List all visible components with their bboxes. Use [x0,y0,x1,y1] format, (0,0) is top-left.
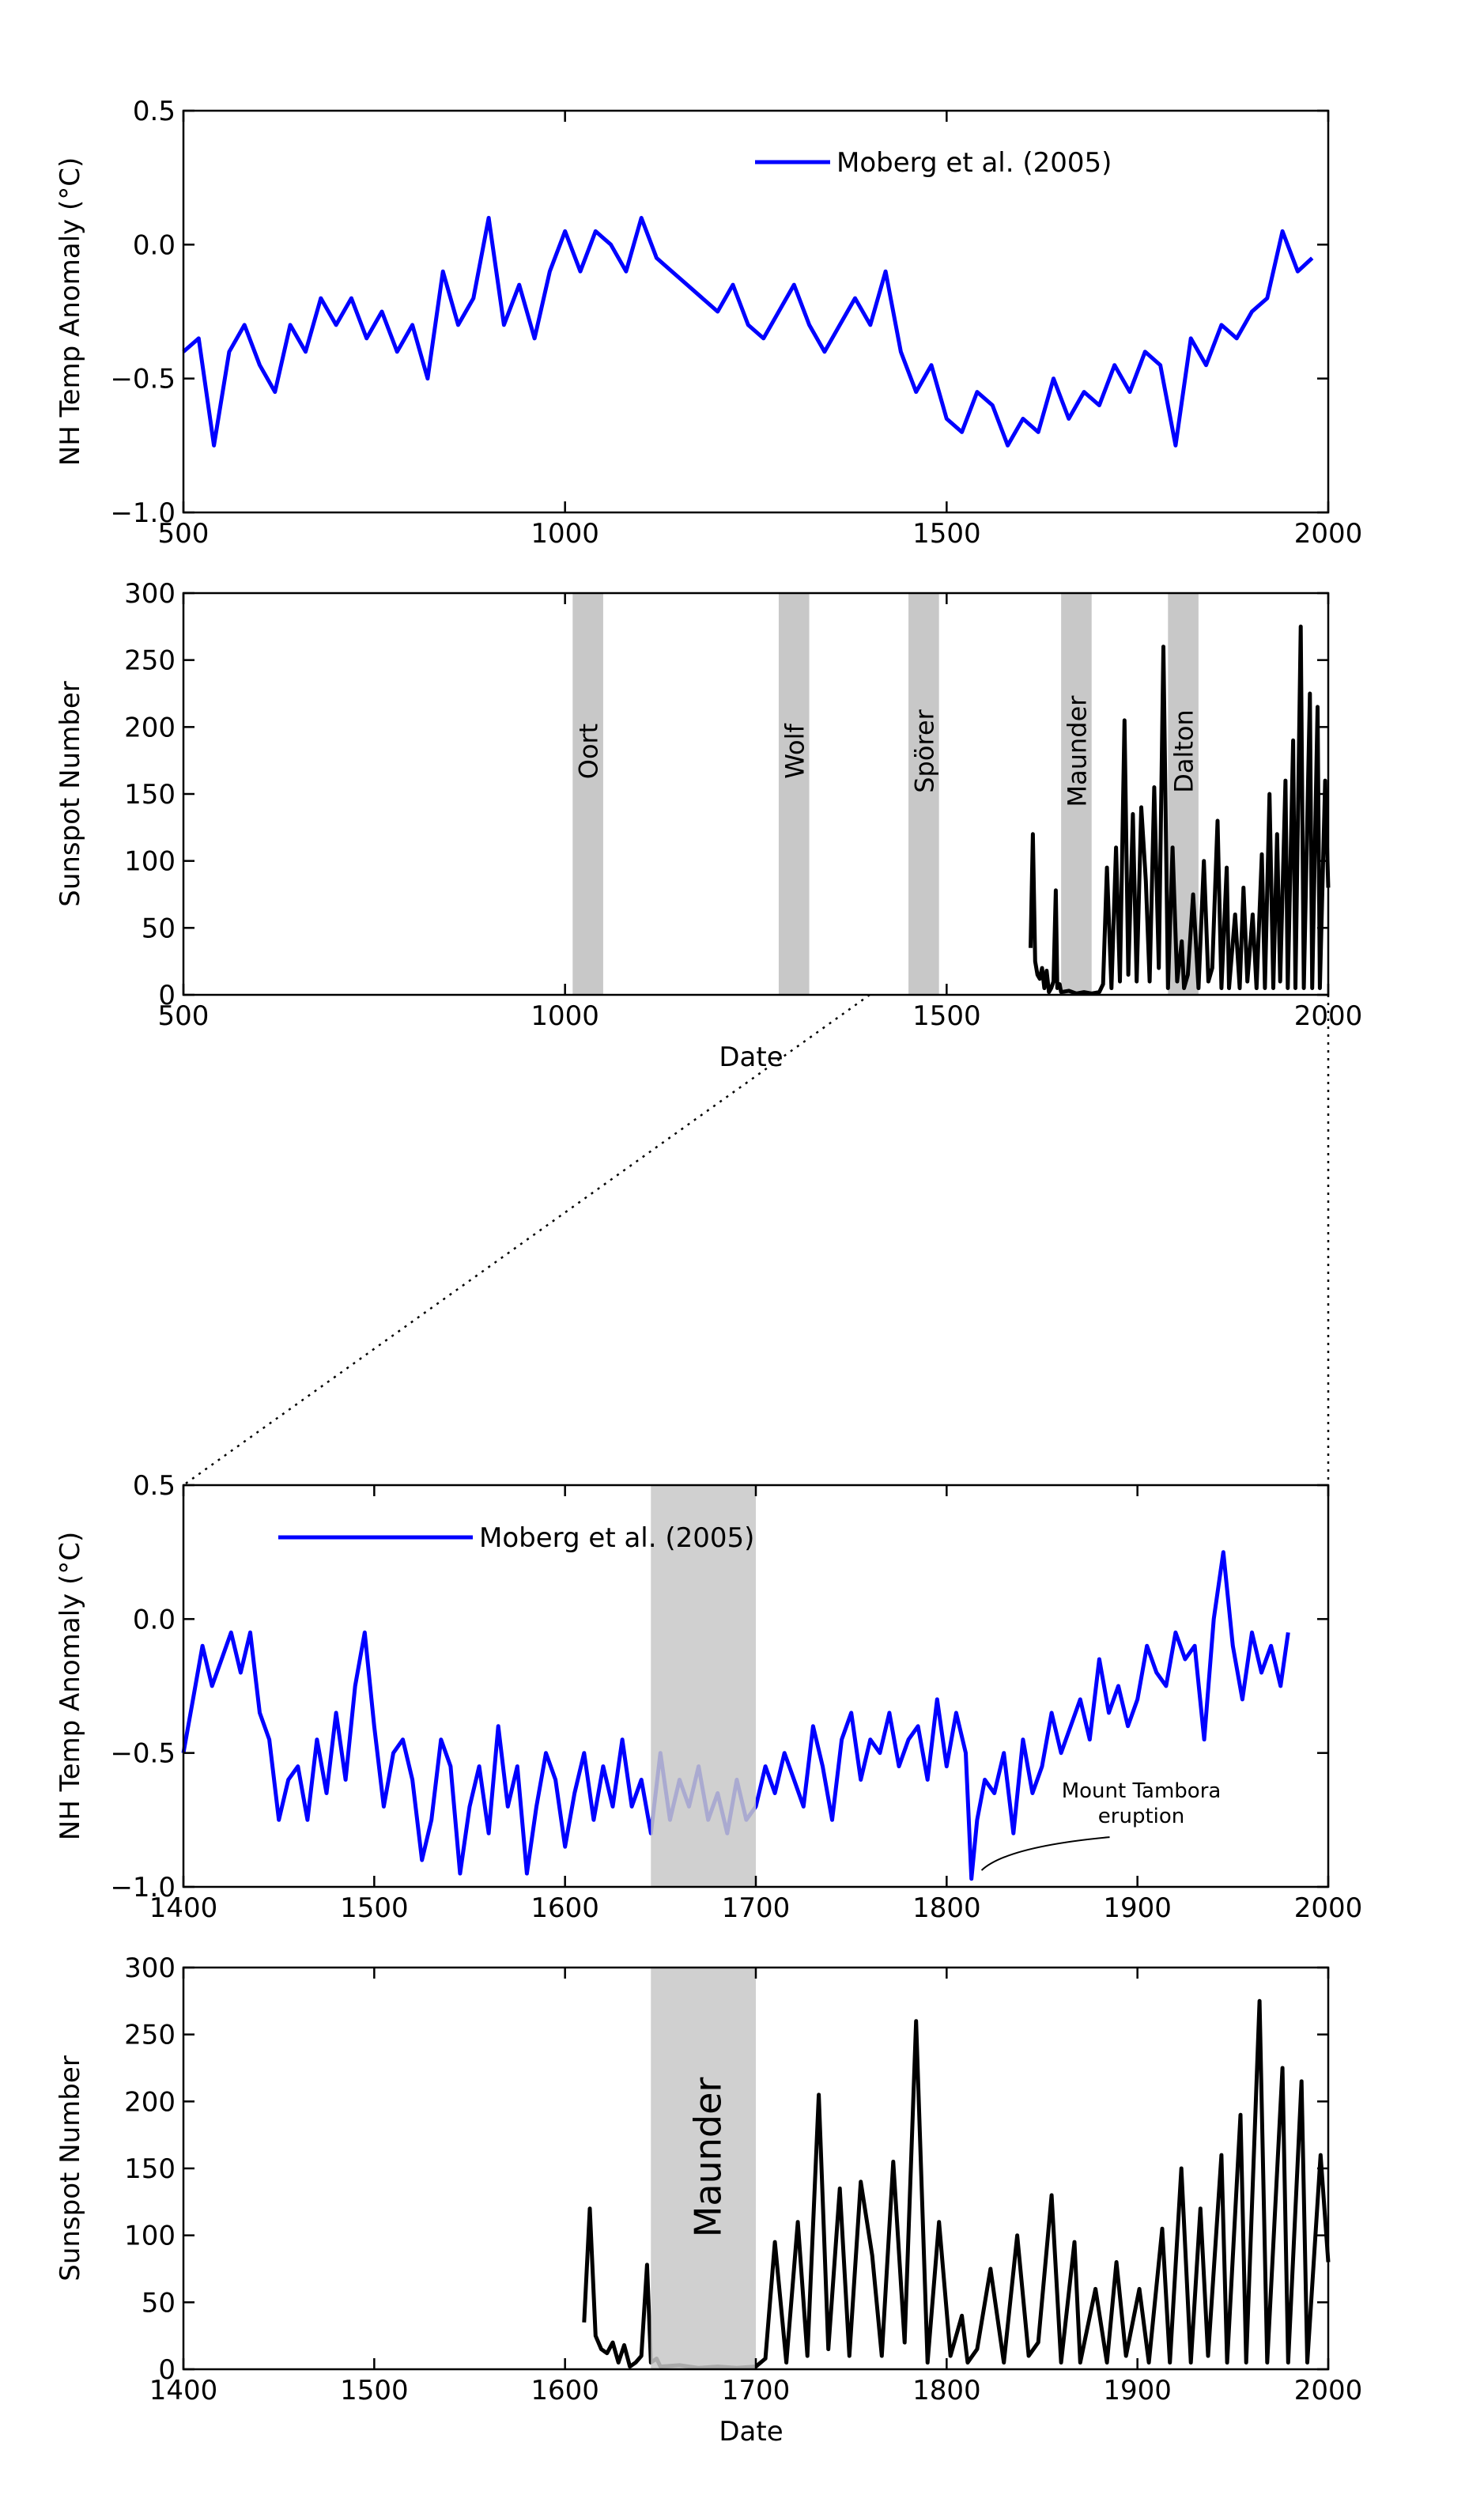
y-axis-label: NH Temp Anomaly (°C) [55,1532,86,1840]
y-tick-label: 50 [142,2287,176,2319]
minimum-band [778,593,810,995]
y-tick-label: 0 [158,980,176,1011]
x-tick-label: 1000 [531,1000,599,1032]
y-tick-label: 100 [124,2221,176,2252]
y-tick-label: 0.0 [133,229,176,261]
y-tick-label: 150 [124,779,176,811]
y-tick-label: 50 [142,913,176,944]
x-tick-label: 500 [158,1000,210,1032]
x-tick-label: 1500 [912,1000,981,1032]
x-axis-label: Date [719,1041,783,1073]
panel-bottom-sunspot: Maunder 1400 1500 1600 1700 1800 1900 2000 0 50 1… [55,1953,1362,2448]
minimum-band [1061,593,1092,995]
x-tick-label: 2000 [1294,1000,1363,1032]
panel-top-temp: 500 1000 1500 2000 −1.0 −0.5 0.0 0.5 NH Temp An… [55,96,1362,550]
minimum-band [572,593,603,995]
annotation-text: eruption [1098,1805,1184,1828]
y-tick-label: 300 [124,578,176,610]
y-tick-label: −0.5 [110,364,176,395]
x-tick-label: 1900 [1103,2375,1172,2406]
legend-label: Moberg et al. (2005) [836,147,1112,179]
x-tick-label: 1500 [340,1892,409,1924]
y-tick-label: 0.5 [133,1470,176,1502]
y-tick-label: 0.5 [133,96,176,127]
minimum-label: Oort [574,724,604,779]
annotation-text: Mount Tambora [1062,1779,1222,1803]
x-axis-label: Date [719,2416,783,2448]
highlight-band [651,1968,756,2369]
y-tick-label: 100 [124,846,176,878]
y-tick-label: 200 [124,2086,176,2118]
data-series-line [182,216,1314,448]
x-tick-label: 1400 [149,1892,218,1924]
x-tick-label: 1400 [149,2375,218,2406]
minimum-label: Wolf [780,724,810,779]
minimum-label: Dalton [1169,709,1199,793]
x-tick-label: 1700 [722,1892,791,1924]
highlight-label: Maunder [687,2077,730,2238]
y-tick-label: 300 [124,1953,176,1984]
x-tick-label: 1800 [912,2375,981,2406]
y-tick-label: 200 [124,712,176,743]
y-tick-label: −1.0 [110,497,176,529]
y-tick-label: 0.0 [133,1604,176,1635]
x-tick-label: 2000 [1294,1892,1363,1924]
y-tick-label: 150 [124,2153,176,2185]
x-tick-label: 1800 [912,1892,981,1924]
legend-label: Moberg et al. (2005) [479,1522,754,1554]
minimum-label: Spörer [909,709,939,792]
x-tick-label: 2000 [1294,2375,1363,2406]
y-tick-label: 0 [158,2354,176,2386]
x-tick-label: 1700 [722,2375,791,2406]
minimum-label: Maunder [1062,695,1092,807]
y-tick-label: −0.5 [110,1738,176,1770]
panel-top-sunspot: Oort Wolf Spörer Maunder Dalton 500 1000 1500 2… [55,578,1362,1073]
x-tick-label: 1600 [531,1892,599,1924]
y-tick-label: −1.0 [110,1872,176,1903]
minimum-band [908,593,939,995]
x-tick-label: 1600 [531,2375,599,2406]
x-tick-label: 1500 [340,2375,409,2406]
axes-frame [182,109,1330,514]
x-tick-label: 500 [158,518,210,550]
y-axis-label: Sunspot Number [55,2055,86,2281]
y-tick-label: 250 [124,645,176,677]
x-tick-label: 1000 [531,518,599,550]
y-axis-label: Sunspot Number [55,681,86,907]
y-axis-label: NH Temp Anomaly (°C) [55,157,86,466]
highlight-band [651,1485,756,1887]
annotation-arrow [980,1836,1110,1871]
x-tick-label: 1500 [912,518,981,550]
y-tick-label: 250 [124,2020,176,2051]
x-tick-label: 2000 [1294,518,1363,550]
x-tick-label: 1900 [1103,1892,1172,1924]
data-series-line [1029,624,1331,996]
